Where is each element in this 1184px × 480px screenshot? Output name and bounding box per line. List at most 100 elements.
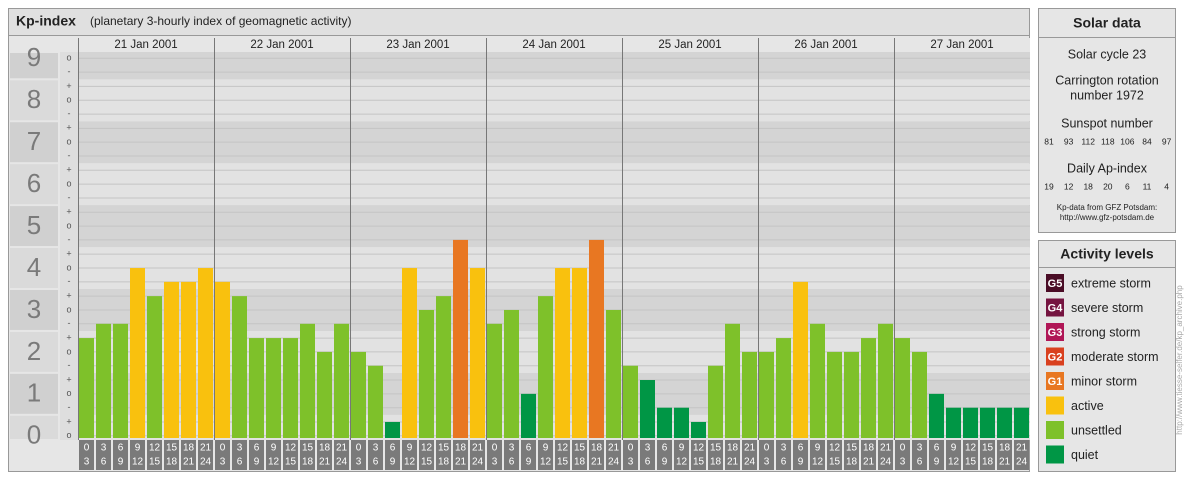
time-label: 18 — [302, 457, 314, 468]
time-label: 6 — [917, 457, 923, 468]
solar-value: 19 — [1044, 181, 1054, 191]
solar-value: 20 — [1103, 181, 1113, 191]
time-label: 0 — [220, 443, 226, 454]
bar — [759, 351, 774, 438]
time-cell — [521, 440, 536, 470]
time-label: 21 — [200, 443, 212, 454]
minor-tick-label: + — [66, 249, 71, 259]
time-cell — [1014, 440, 1029, 470]
solar-value: 18 — [1083, 181, 1093, 191]
bar — [878, 323, 893, 438]
source: http://www.gfz-potsdam.de — [1060, 213, 1155, 222]
time-label: 3 — [628, 457, 634, 468]
time-cell — [198, 440, 213, 470]
minor-tick-label: + — [66, 81, 71, 91]
legend-swatch — [1046, 445, 1064, 464]
activity-title: Activity levels — [1060, 246, 1154, 262]
time-label: 15 — [574, 443, 586, 454]
digit-box — [10, 331, 58, 372]
time-cell — [810, 440, 825, 470]
time-label: 21 — [608, 443, 620, 454]
time-label: 18 — [455, 443, 467, 454]
time-label: 21 — [455, 457, 467, 468]
time-label: 15 — [166, 443, 178, 454]
legend-badge: G2 — [1048, 351, 1063, 363]
bar — [266, 338, 281, 438]
time-cell — [113, 440, 128, 470]
day-label: 26 Jan 2001 — [794, 39, 857, 51]
minor-tick-label: + — [66, 207, 71, 217]
minor-tick-label: o — [66, 430, 71, 440]
time-label: 6 — [101, 457, 107, 468]
day-label: 21 Jan 2001 — [114, 39, 177, 51]
day-header — [622, 38, 758, 52]
time-label: 9 — [679, 443, 685, 454]
time-cell — [249, 440, 264, 470]
time-label: 18 — [999, 443, 1011, 454]
time-cell — [181, 440, 196, 470]
digit-box — [10, 248, 58, 288]
bar — [317, 351, 332, 438]
time-label: 24 — [1016, 457, 1028, 468]
carrington: Carrington rotation — [1055, 73, 1159, 87]
bar — [776, 338, 791, 438]
solar-value: 93 — [1064, 136, 1074, 146]
bar — [130, 268, 145, 438]
digit-box — [10, 80, 58, 121]
time-cell — [674, 440, 689, 470]
bar — [1014, 407, 1029, 438]
source: Kp-data from GFZ Potsdam: — [1057, 203, 1157, 212]
title-bar — [8, 8, 1030, 36]
time-cell — [589, 440, 604, 470]
sunspot-label: Sunspot number — [1061, 116, 1153, 130]
time-label: 12 — [965, 443, 977, 454]
solar-value: 112 — [1081, 136, 1095, 146]
y-tick-label: 2 — [27, 336, 41, 366]
time-label: 3 — [917, 443, 923, 454]
minor-tick-label: - — [68, 276, 71, 286]
time-label: 18 — [710, 457, 722, 468]
digit-box — [10, 373, 58, 414]
bar — [521, 393, 536, 438]
time-label: 3 — [492, 457, 498, 468]
legend-badge: G5 — [1048, 278, 1063, 290]
time-label: 9 — [815, 443, 821, 454]
legend-label: quiet — [1071, 448, 1099, 462]
digit-box — [10, 53, 58, 79]
time-cell — [79, 440, 94, 470]
time-cell — [538, 440, 553, 470]
time-label: 15 — [710, 443, 722, 454]
minor-tick-label: + — [66, 416, 71, 426]
time-cell — [283, 440, 298, 470]
bar — [334, 323, 349, 438]
minor-tick-label: + — [66, 332, 71, 342]
legend-swatch — [1046, 347, 1064, 366]
time-cell — [555, 440, 570, 470]
time-label: 15 — [285, 457, 297, 468]
time-label: 9 — [390, 457, 396, 468]
time-label: 6 — [118, 443, 124, 454]
time-label: 15 — [302, 443, 314, 454]
time-label: 6 — [390, 443, 396, 454]
minor-tick-label: - — [68, 402, 71, 412]
bar — [453, 239, 468, 438]
minor-tick-label: o — [66, 220, 71, 230]
time-cell — [572, 440, 587, 470]
time-cell — [351, 440, 366, 470]
digit-box — [10, 289, 58, 330]
bar — [589, 239, 604, 438]
bar — [164, 281, 179, 438]
time-label: 21 — [183, 457, 195, 468]
time-label: 21 — [863, 457, 875, 468]
time-cell — [861, 440, 876, 470]
time-label: 3 — [764, 457, 770, 468]
time-label: 3 — [237, 443, 243, 454]
time-label: 18 — [319, 443, 331, 454]
bar — [640, 380, 655, 438]
time-label: 24 — [336, 457, 348, 468]
day-label: 23 Jan 2001 — [386, 39, 449, 51]
y-tick-label: 9 — [27, 42, 41, 72]
day-label: 22 Jan 2001 — [250, 39, 313, 51]
solar-value: 4 — [1164, 181, 1169, 191]
time-label: 9 — [934, 457, 940, 468]
